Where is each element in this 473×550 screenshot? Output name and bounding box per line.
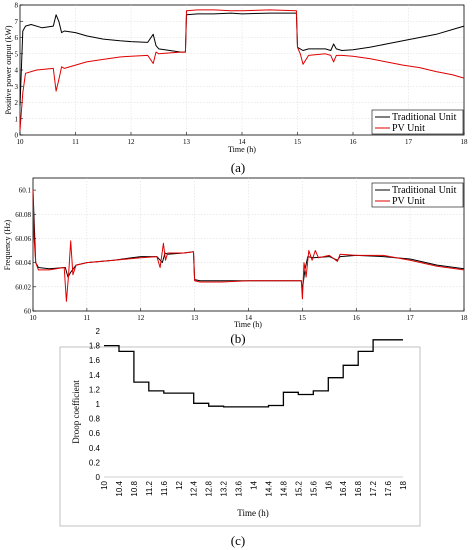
chart-c-series [104,339,403,408]
chart-b-x-tick-label: 16 [353,314,361,322]
chart-b-series-pv-unit-line [32,190,465,302]
chart-b-x-ticks: 10 11 12 13 14 15 16 17 18 [30,308,469,322]
chart-b-x-tick-label: 18 [461,314,469,322]
chart-a-y-tick-label: 1 [15,115,19,123]
chart-a-legend-box [371,109,464,135]
chart-c-x-tick-label: 14.4 [264,480,273,496]
chart-c-x-tick-label: 10 [100,480,109,489]
chart-c-y-tick-label: 0.6 [89,429,101,438]
chart-a-x-tick-label: 18 [461,138,469,146]
chart-c-x-tick-label: 11.2 [145,480,154,496]
chart-b-legend-pv: PV Unit [392,196,425,207]
chart-c-panel-label: (c) [231,533,245,548]
chart-c-x-tick-label: 13.2 [220,480,229,496]
chart-a-x-tick-label: 11 [72,138,79,146]
chart-c-x-axis-label: Time (h) [237,508,268,518]
chart-a-series-pv-unit-line [19,9,465,131]
chart-a-x-tick-label: 13 [183,138,191,146]
chart-c-x-tick-label: 16.4 [339,480,348,496]
chart-a-y-tick-label: 4 [15,67,19,75]
chart-c-x-tick-label: 17.2 [369,480,378,496]
chart-b-y-tick-label: 60 [24,308,32,316]
chart-b: 10 11 12 13 14 15 16 17 18 60 60.02 60.04 60.06 60.0… [3,177,469,346]
chart-b-series [32,190,465,302]
chart-c-y-axis-label: Droop coefficient [71,380,81,444]
chart-a-x-tick-label: 10 [17,138,25,146]
chart-c-y-tick-label: 0.2 [89,458,101,467]
chart-a-y-ticks: 0 1 2 3 4 5 6 7 8 [15,2,23,140]
chart-b-x-axis-label: Time (h) [234,320,262,329]
chart-a-x-ticks: 10 11 12 13 14 15 16 17 18 [17,132,469,146]
chart-a-y-tick-label: 6 [15,34,19,42]
chart-c-x-tick-label: 14 [250,480,259,489]
chart-b-x-tick-label: 10 [30,314,38,322]
chart-b-y-tick-label: 60.1 [19,187,32,195]
chart-b-legend: Traditional Unit PV Unit [371,182,464,208]
chart-a-x-tick-label: 15 [294,138,302,146]
chart-c-x-tick-label: 12.8 [205,480,214,496]
chart-b-x-tick-label: 14 [245,314,253,322]
chart-c-y-tick-label: 1.4 [89,371,101,380]
chart-a-y-tick-label: 5 [15,50,19,58]
chart-b-legend-traditional: Traditional Unit [392,185,457,196]
chart-c-y-tick-label: 2 [96,327,101,336]
chart-a-y-tick-label: 3 [15,83,19,91]
chart-c-x-tick-label: 16 [324,480,333,489]
chart-b-y-axis-label: Frequency (Hz) [3,219,12,270]
chart-c-y-tick-label: 0 [96,473,101,482]
chart-a-legend-pv: PV Unit [392,123,425,134]
chart-a-legend-traditional: Traditional Unit [392,112,457,123]
chart-a-x-tick-label: 12 [128,138,136,146]
chart-c: 10 10.4 10.8 11.2 11.6 12 12.4 12.8 13.2 13.6 14 14… [59,327,421,548]
chart-c-y-ticks: 0 0.2 0.4 0.6 0.8 1 1.2 1.4 1.6 1.8 2 [89,327,101,482]
chart-b-y-tick-label: 60.02 [15,283,31,291]
chart-c-y-tick-label: 1.2 [89,385,101,394]
chart-a-grid [20,5,464,135]
chart-b-x-tick-label: 17 [407,314,415,322]
chart-c-y-tick-label: 0.4 [89,444,101,453]
chart-b-x-tick-label: 15 [299,314,307,322]
chart-c-x-tick-label: 12.4 [190,480,199,496]
chart-c-x-tick-label: 12 [175,480,184,489]
chart-c-y-tick-label: 1 [96,400,101,409]
chart-c-x-tick-label: 10.4 [115,480,124,496]
chart-c-x-tick-label: 15.2 [294,480,303,496]
chart-c-y-tick-label: 1.6 [89,356,101,365]
chart-c-y-tick-label: 0.8 [89,415,101,424]
chart-b-y-tick-label: 60.04 [15,259,31,267]
chart-c-x-tick-label: 13.6 [235,480,244,496]
chart-b-x-tick-label: 11 [84,314,91,322]
chart-c-x-tick-label: 16.8 [354,480,363,496]
chart-c-x-tick-label: 18 [399,480,408,489]
chart-a-series [19,9,465,131]
chart-a-y-tick-label: 7 [15,18,19,26]
chart-c-x-tick-label: 15.6 [309,480,318,496]
chart-a-x-tick-label: 17 [405,138,413,146]
chart-a-panel-label: (a) [231,160,245,175]
chart-b-legend-box [371,182,464,208]
chart-a-y-tick-label: 8 [15,2,19,10]
chart-c-x-tick-label: 11.6 [160,480,169,496]
chart-c-x-tick-label: 14.8 [279,480,288,496]
chart-a-x-tick-label: 14 [239,138,247,146]
chart-a-y-tick-label: 2 [15,99,19,107]
chart-b-x-tick-label: 13 [191,314,199,322]
chart-a-y-axis-label: Positive power output (kW) [4,25,13,114]
chart-b-y-tick-label: 60.06 [15,235,31,243]
chart-b-panel-label: (b) [230,331,245,346]
chart-b-x-tick-label: 12 [137,314,145,322]
chart-a-x-tick-label: 16 [350,138,358,146]
chart-a-y-tick-label: 0 [15,132,19,140]
chart-c-series-droop-line [104,339,403,408]
chart-c-y-tick-label: 1.8 [89,342,101,351]
chart-c-x-ticks: 10 10.4 10.8 11.2 11.6 12 12.4 12.8 13.2 13.6 14 14… [100,480,408,496]
chart-a-legend: Traditional Unit PV Unit [371,109,464,135]
chart-c-frame [59,346,421,527]
chart-c-x-tick-label: 10.8 [130,480,139,496]
chart-b-y-tick-label: 60.08 [15,211,31,219]
chart-c-x-tick-label: 17.6 [384,480,393,496]
chart-a-x-axis-label: Time (h) [228,145,256,154]
